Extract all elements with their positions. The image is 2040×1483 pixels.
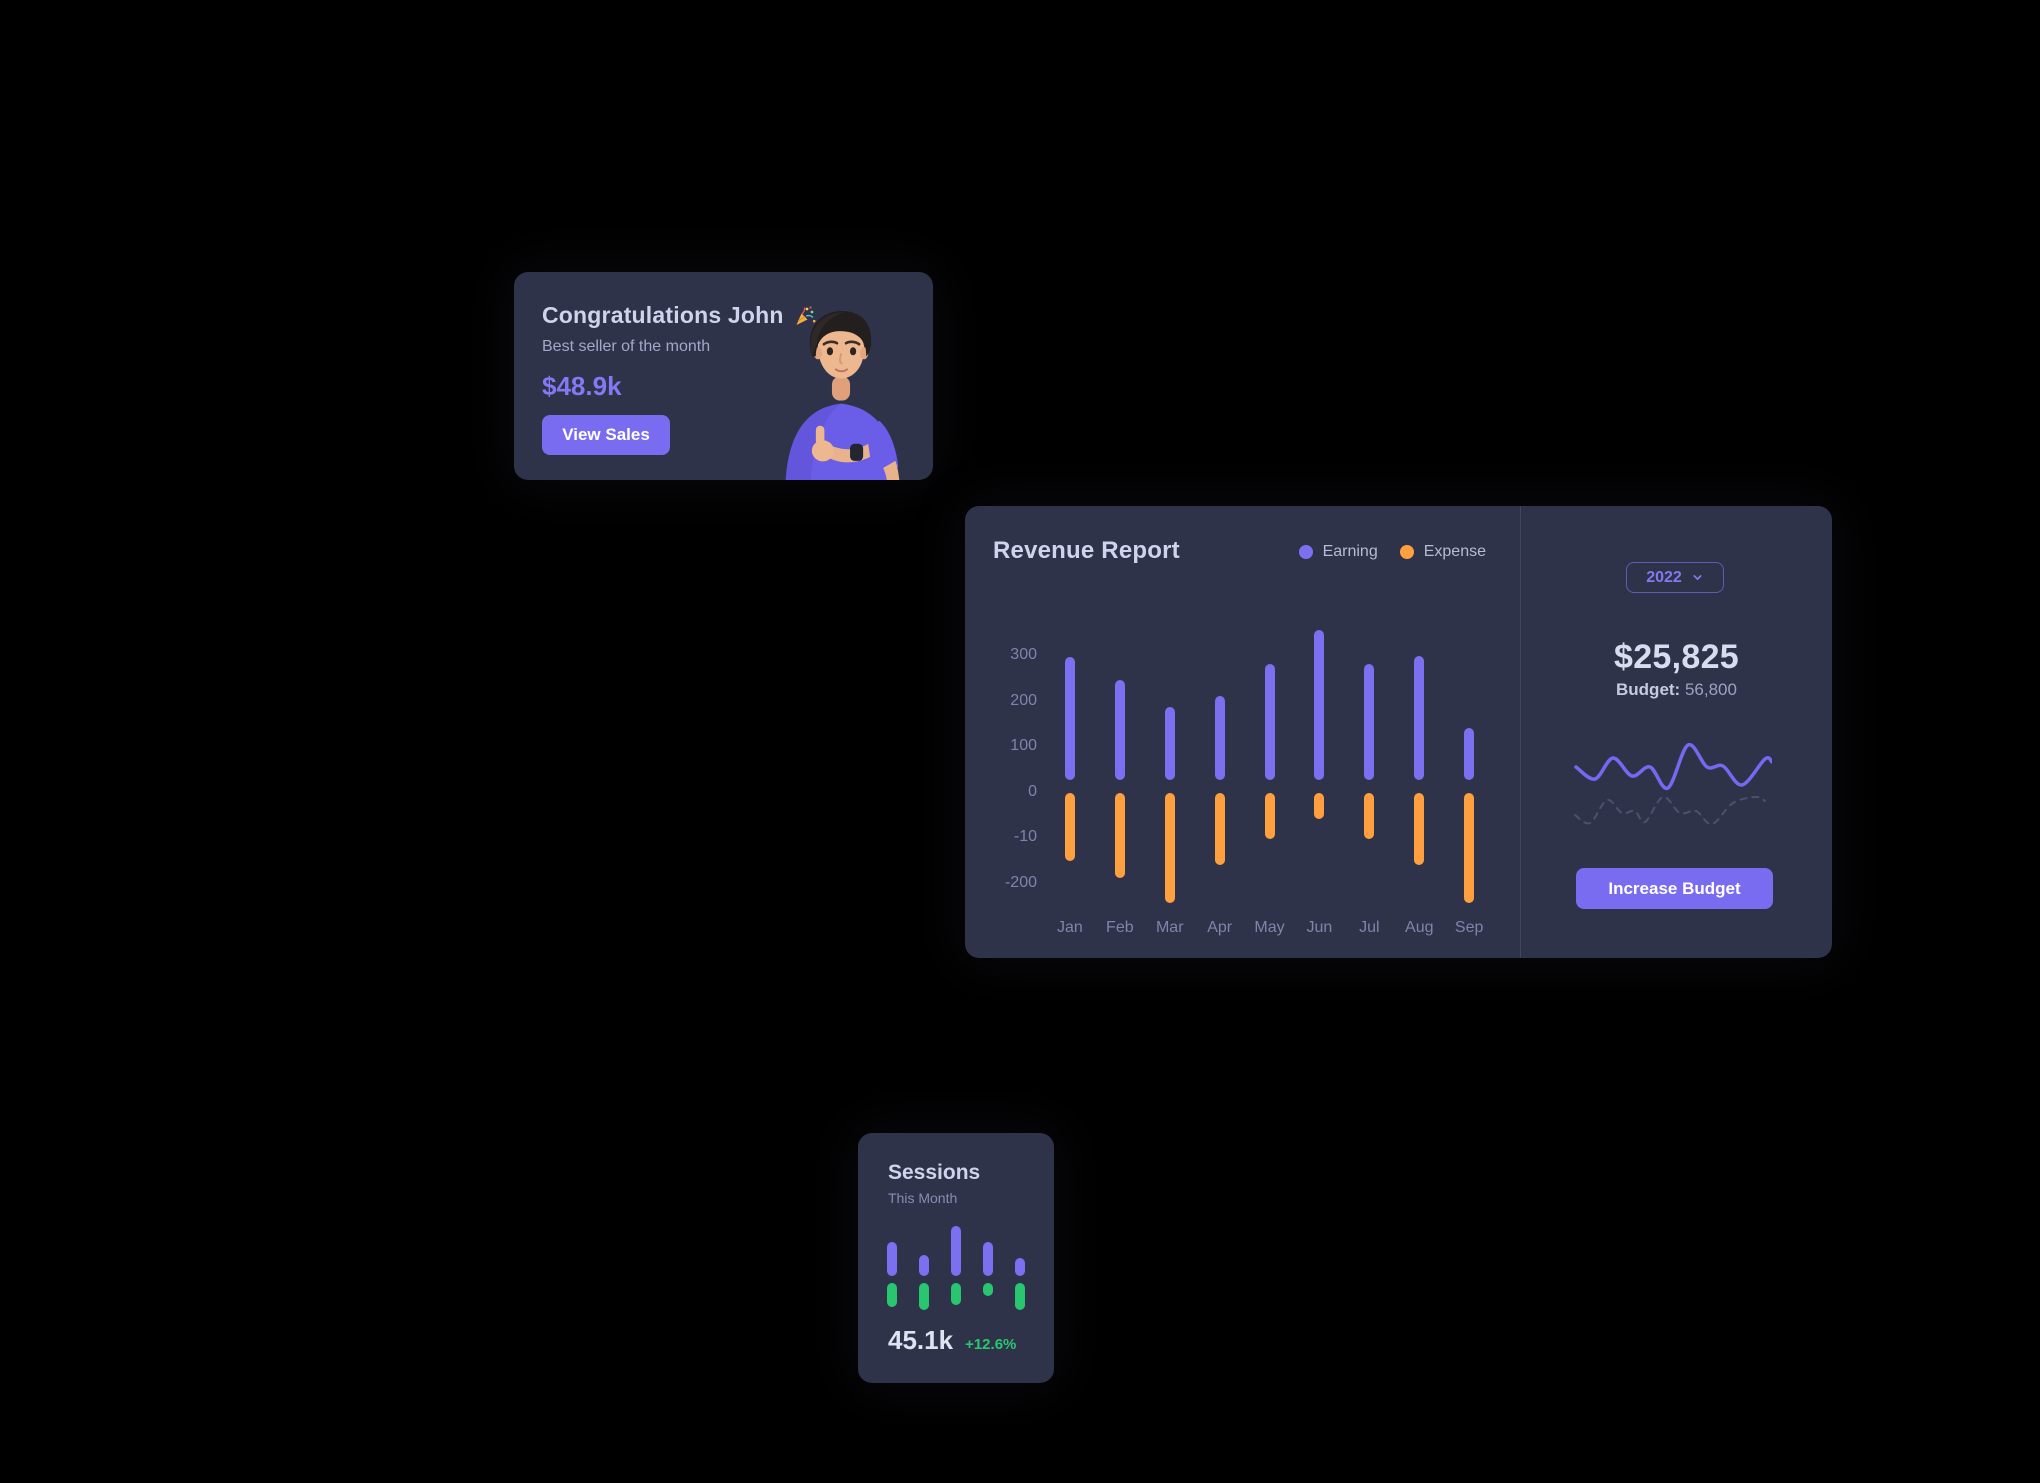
revenue-bar-expense-jun	[1314, 793, 1325, 819]
year-select-value: 2022	[1646, 568, 1682, 586]
x-axis-month-label: Jul	[1359, 919, 1380, 936]
sessions-bar-lower	[951, 1283, 961, 1305]
sparkline-previous	[1574, 795, 1766, 826]
sessions-bar-upper	[1015, 1258, 1025, 1276]
y-axis-tick-label: 0	[1028, 782, 1037, 800]
revenue-bar-expense-aug	[1414, 793, 1425, 865]
revenue-bar-expense-jan	[1064, 793, 1075, 861]
congratulations-card: Congratulations John Best seller of the …	[514, 272, 933, 480]
sessions-bar-upper	[919, 1255, 929, 1276]
revenue-total: $25,825	[1613, 638, 1739, 676]
budget-section: 2022 $25,825 Budget: 56,800 Increase Bud…	[1521, 506, 1832, 958]
chevron-down-icon	[1693, 575, 1702, 580]
sessions-bar-lower	[919, 1283, 929, 1310]
y-axis-tick-label: -10	[1013, 828, 1037, 845]
y-axis-tick-label: -200	[1004, 873, 1037, 891]
x-axis-month-label: Feb	[1106, 919, 1134, 936]
sessions-bar-lower	[887, 1283, 897, 1307]
budget-sparkline	[1574, 743, 1772, 826]
sessions-value-row: 45.1k +12.6%	[888, 1325, 1016, 1356]
party-popper-icon	[796, 305, 816, 325]
revenue-legend: Earning Expense	[1298, 543, 1486, 561]
sessions-card: Sessions This Month 45.1k +12.6%	[858, 1133, 1054, 1383]
y-axis-tick-label: 200	[1010, 691, 1037, 709]
revenue-bar-earning-apr	[1214, 695, 1225, 781]
legend-item-earning[interactable]: Earning	[1298, 543, 1378, 561]
sessions-bar-upper	[951, 1226, 961, 1276]
sparkline-current	[1574, 743, 1772, 790]
revenue-bar-earning-feb	[1114, 680, 1125, 781]
legend-dot	[1399, 545, 1414, 559]
revenue-bar-expense-feb	[1114, 793, 1125, 878]
revenue-bar-expense-mar	[1164, 793, 1175, 903]
revenue-bar-earning-aug	[1414, 655, 1425, 781]
sessions-bar-upper	[983, 1242, 993, 1276]
increase-budget-button[interactable]: Increase Budget	[1576, 868, 1773, 909]
revenue-bar-expense-sep	[1464, 793, 1475, 903]
revenue-bar-chart: 300 200 100 0 -10 -200 Jan Feb Mar Apr May Jun Jul Au…	[965, 506, 1520, 958]
john-avatar-illustration	[785, 311, 900, 480]
budget-line: Budget: 56,800	[1521, 680, 1832, 700]
y-axis-tick-label: 300	[1010, 646, 1037, 663]
legend-label: Expense	[1423, 543, 1486, 560]
x-axis-month-label: May	[1254, 919, 1285, 936]
legend-dot	[1298, 545, 1313, 559]
x-axis-month-label: Sep	[1454, 919, 1484, 936]
revenue-bar-expense-apr	[1214, 793, 1225, 865]
x-axis-month-label: Aug	[1405, 919, 1434, 936]
revenue-bar-earning-mar	[1164, 707, 1175, 781]
sessions-title: Sessions	[888, 1161, 981, 1184]
x-axis-month-label: Jun	[1306, 919, 1333, 936]
budget-value: 56,800	[1684, 680, 1737, 699]
revenue-bar-earning-may	[1264, 664, 1275, 781]
sessions-bar-lower	[1015, 1283, 1025, 1310]
revenue-bar-earning-jan	[1064, 657, 1075, 781]
revenue-report-title: Revenue Report	[993, 537, 1180, 564]
revenue-bar-expense-jul	[1364, 793, 1375, 840]
sessions-subtitle: This Month	[888, 1190, 958, 1206]
year-select[interactable]: 2022	[1626, 562, 1724, 593]
sessions-bar-upper	[887, 1242, 897, 1276]
revenue-bar-earning-jul	[1364, 664, 1375, 781]
revenue-report-card: Revenue Report Earning Expense 300 200 100 0…	[965, 506, 1832, 958]
legend-label: Earning	[1322, 543, 1378, 560]
revenue-bar-earning-sep	[1464, 727, 1475, 781]
congrats-title-row: Congratulations John	[542, 302, 817, 329]
legend-item-expense[interactable]: Expense	[1399, 543, 1486, 561]
x-axis-month-label: Apr	[1207, 919, 1233, 936]
congrats-title: Congratulations John	[542, 302, 784, 328]
congrats-subtitle: Best seller of the month	[542, 338, 711, 355]
vertical-divider	[1520, 506, 1521, 958]
sessions-value: 45.1k	[888, 1325, 954, 1355]
revenue-bar-expense-may	[1264, 793, 1275, 840]
sessions-bar-lower	[983, 1283, 993, 1296]
x-axis-month-label: Mar	[1155, 919, 1184, 936]
revenue-bar-earning-jun	[1314, 629, 1325, 781]
sessions-delta: +12.6%	[965, 1336, 1017, 1353]
x-axis-month-label: Jan	[1057, 919, 1083, 936]
y-axis-tick-label: 100	[1010, 737, 1037, 754]
view-sales-button[interactable]: View Sales	[542, 415, 670, 455]
congrats-amount: $48.9k	[542, 371, 622, 401]
sessions-mini-chart	[858, 1133, 1054, 1383]
budget-label: Budget:	[1616, 680, 1681, 699]
revenue-chart-section: Revenue Report Earning Expense 300 200 100 0…	[965, 506, 1520, 958]
